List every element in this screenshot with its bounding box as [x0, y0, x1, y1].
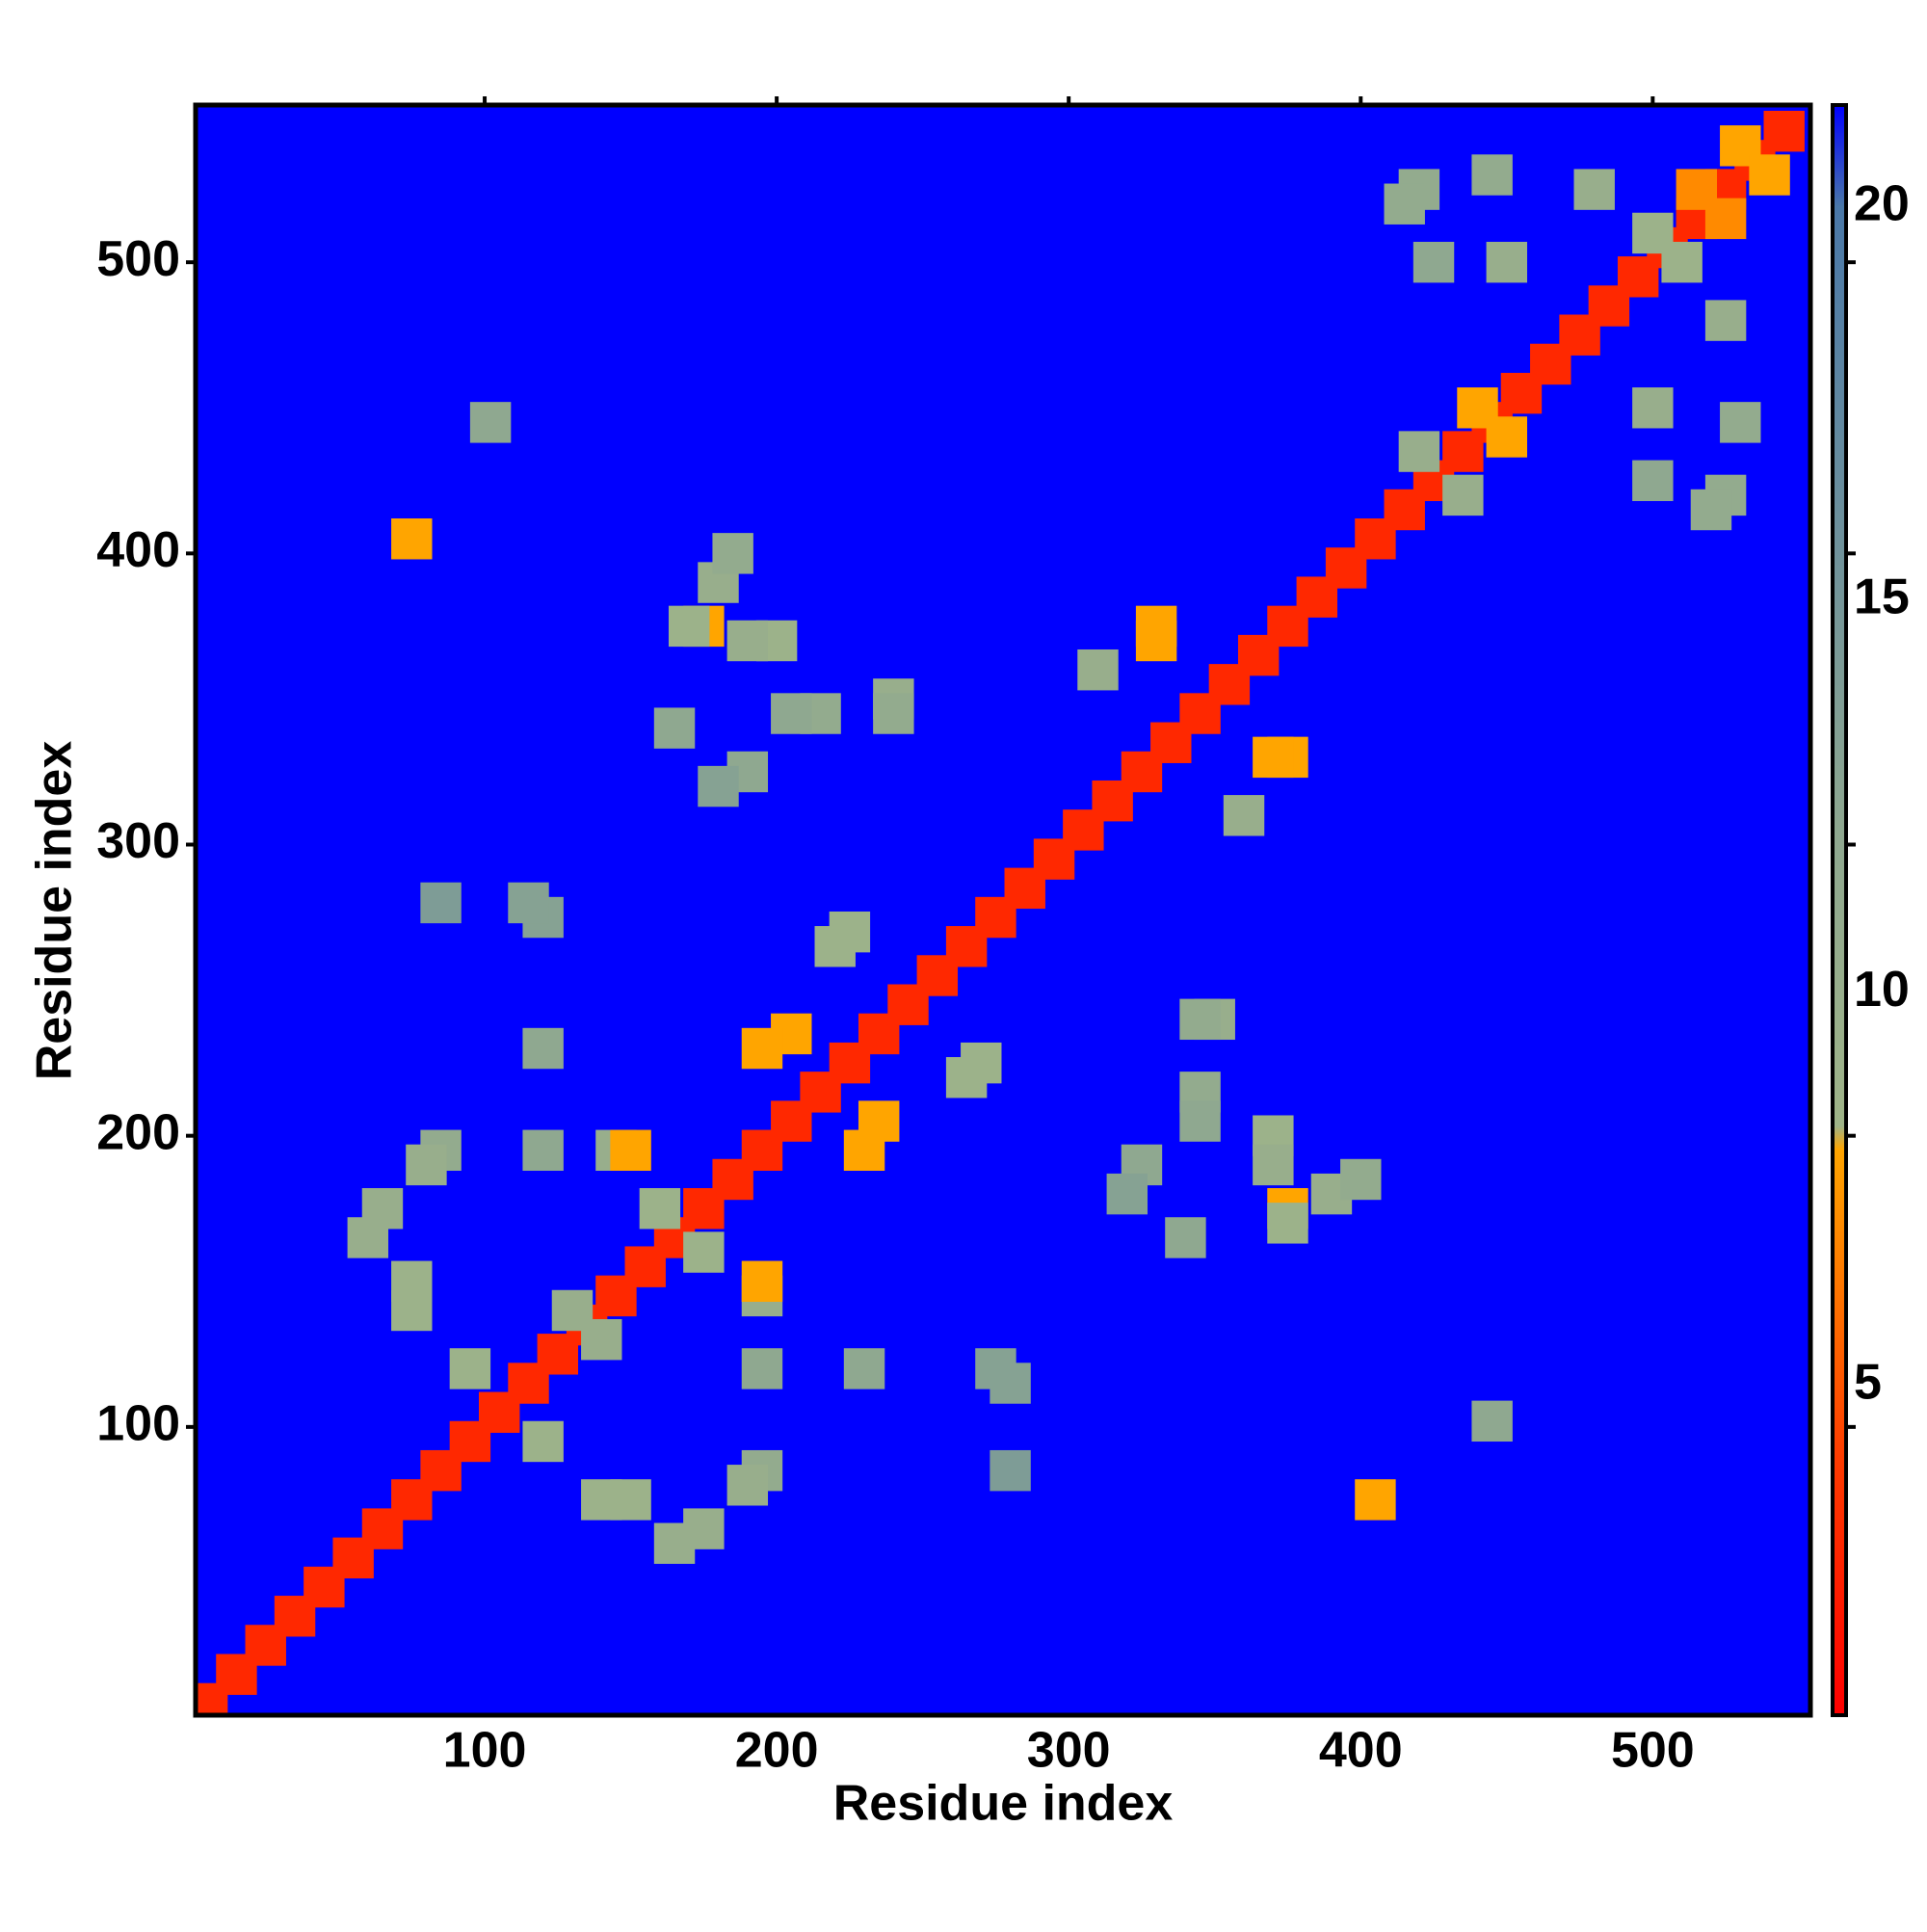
cell: [449, 1348, 491, 1389]
cell-mirror: [683, 1231, 725, 1273]
colorbar-tick-label: 5: [1854, 1354, 1882, 1410]
x-tick-label: 500: [1611, 1723, 1695, 1779]
x-tick-label: 400: [1319, 1723, 1403, 1779]
cell: [1135, 620, 1177, 662]
colorbar-tick-label: 20: [1854, 176, 1910, 232]
y-tick-label: 200: [96, 1104, 180, 1160]
y-axis-title: Residue index: [27, 741, 83, 1081]
cell-mirror: [1486, 416, 1528, 458]
cell: [1412, 241, 1455, 283]
cell-mirror: [1661, 241, 1703, 283]
cells: [196, 110, 1805, 1715]
cell: [522, 1129, 564, 1172]
cell-mirror: [1223, 795, 1265, 836]
cell-mirror: [1704, 300, 1747, 341]
cell: [829, 911, 871, 953]
cell: [420, 882, 462, 924]
x-tick-label: 100: [443, 1723, 527, 1779]
cell-mirror: [1165, 1217, 1206, 1258]
cell-mirror: [1471, 1400, 1513, 1442]
cell: [406, 1144, 447, 1186]
cell-mirror: [1355, 1479, 1396, 1521]
cell-mirror: [683, 1508, 725, 1549]
cell-mirror: [581, 1479, 622, 1521]
cell-mirror: [990, 1363, 1031, 1404]
cell: [1077, 648, 1119, 691]
cell-mirror: [1690, 489, 1732, 531]
cell: [1179, 1100, 1221, 1142]
cell: [1442, 474, 1484, 516]
cell: [1106, 1173, 1148, 1215]
colorbar-tick-label: 15: [1854, 569, 1910, 624]
cell: [653, 707, 696, 749]
cell-mirror: [581, 1318, 622, 1361]
cell-mirror: [843, 1129, 885, 1172]
colorbar: [1831, 103, 1848, 1717]
cell-mirror: [698, 765, 739, 807]
cell-mirror: [712, 533, 753, 574]
cell-mirror: [1704, 198, 1747, 240]
cell: [1267, 1203, 1308, 1244]
cell-mirror: [771, 693, 812, 734]
cell-mirror: [873, 693, 914, 734]
plot-frame: [193, 102, 1813, 1718]
cell: [1763, 110, 1805, 152]
cell-mirror: [990, 1449, 1031, 1492]
cell-mirror: [726, 1465, 769, 1506]
cell: [361, 1188, 404, 1230]
y-tick-label: 300: [96, 813, 180, 869]
y-tick-label: 100: [96, 1396, 180, 1452]
cell: [741, 1027, 783, 1070]
colorbar-tick-label: 10: [1854, 962, 1910, 1018]
cell: [469, 402, 512, 443]
cell: [1384, 183, 1425, 225]
cell-mirror: [1632, 387, 1674, 429]
cell: [1573, 169, 1615, 210]
cell: [391, 518, 433, 560]
cell-mirror: [726, 620, 769, 662]
cell: [1179, 998, 1221, 1041]
cell-mirror: [1749, 154, 1790, 196]
cell: [610, 1129, 651, 1172]
cell: [522, 1027, 564, 1070]
cell: [391, 1289, 433, 1332]
cell-mirror: [1632, 460, 1674, 502]
cell: [508, 882, 549, 924]
x-tick-label: 300: [1027, 1723, 1111, 1779]
cell-mirror: [741, 1260, 783, 1302]
cell: [1471, 154, 1513, 196]
x-tick-label: 200: [735, 1723, 819, 1779]
cell: [1253, 1144, 1294, 1186]
cell-mirror: [843, 1348, 885, 1389]
cell-mirror: [1398, 431, 1440, 472]
cell: [1486, 241, 1528, 283]
y-tick-label: 500: [96, 231, 180, 287]
cell-mirror: [522, 1420, 564, 1463]
cell: [639, 1188, 681, 1230]
cell-mirror: [741, 1348, 783, 1389]
cell-mirror: [961, 1042, 1002, 1084]
x-axis-title: Residue index: [833, 1776, 1174, 1832]
cell-mirror: [1253, 736, 1294, 779]
cell-mirror: [668, 605, 710, 648]
cell-mirror: [1720, 402, 1761, 443]
cell: [1340, 1158, 1382, 1201]
y-tick-label: 400: [96, 522, 180, 578]
